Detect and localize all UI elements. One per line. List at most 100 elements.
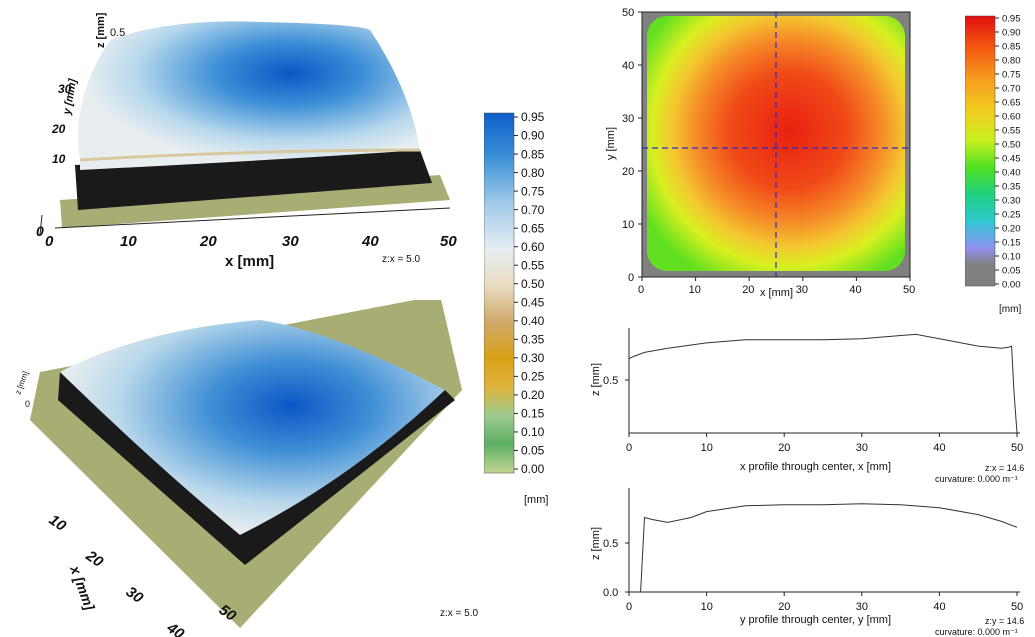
colorbar-tick-label: 0.50 [1002,139,1021,150]
colorbar-tick-label: 0.70 [521,203,545,217]
colorbar-ticks: 0.95 0.90 0.85 0.80 0.75 0.70 0.65 0.60 0.55 0.50… [995,13,1021,290]
x-tick-label: 40 [933,442,945,454]
colorbar-tick-label: 0.45 [521,295,545,309]
x-tick: 30 [123,583,147,607]
colorbar-tick-label: 0.15 [1002,237,1021,248]
x-tick-labels: 0 10 20 30 40 50 [626,592,1023,613]
colorbar-tick-label: 0.30 [1002,195,1021,206]
y-tick-label: 20 [622,166,634,178]
x-tick-label: 50 [1011,442,1023,454]
colorbar-tick-label: 0.75 [521,184,545,198]
x-tick: 40 [361,233,379,250]
colorbar-unit: [mm] [524,494,548,506]
surface-top-face [60,320,445,535]
curvature-note: curvature: 0.000 m⁻¹ [935,627,1018,637]
z-tick: 0 [25,399,30,409]
colorbar-tick-label: 0.60 [1002,111,1021,122]
y-profile-line [640,503,1018,593]
y-tick-label: 10 [622,219,634,231]
scale-note: z:x = 14.6 [985,463,1024,473]
x-axis-label: x profile through center, x [mm] [740,461,891,473]
z-axis-label: z [mm] [13,370,30,396]
x-tick: 30 [282,233,299,250]
x-tick-labels: 0 10 20 30 40 50 [45,233,457,250]
colorbar-tick-label: 0.65 [1002,97,1021,108]
scale-note: z:x = 5.0 [382,254,421,265]
x-tick: 10 [46,511,70,535]
y-tick-label: 40 [622,60,634,72]
colorbar-tick-label: 0.95 [1002,14,1021,24]
colorbar-tick-label: 0.90 [521,129,545,143]
x-tick-label: 0 [626,601,632,613]
z-tick: 0 [36,223,44,239]
x-tick-label: 20 [778,601,790,613]
colorbar-tick-label: 0.20 [1002,223,1021,234]
y-tick-label: 0 [628,272,634,284]
colorbar-unit: [mm] [999,304,1021,314]
colorbar-tick-label: 0.70 [1002,83,1021,94]
x-tick-label: 20 [742,284,754,296]
colorbar-tick-label: 0.50 [521,277,545,291]
colorbar-tick-label: 0.35 [1002,181,1021,192]
colorbar-tick-label: 0.55 [1002,125,1021,136]
colorbar-tick-label: 0.05 [1002,265,1021,276]
colorbar-tick-label: 0.20 [521,388,545,402]
y-tick: 0.5 [603,375,618,387]
x-tick: 40 [163,619,188,637]
colorbar-right: 0.95 0.90 0.85 0.80 0.75 0.70 0.65 0.60 0.55 0.50… [964,13,1035,315]
x-axis-label: x [mm] [67,563,99,614]
colorbar-tick-label: 0.40 [1002,167,1021,178]
y-axis-label: z [mm] [590,527,602,560]
x-tick-labels: 0 10 20 30 40 50 [626,433,1023,454]
x-tick-label: 20 [778,442,790,454]
colorbar-tick-label: 0.10 [521,425,545,439]
z-axis-label: z [mm] [95,12,107,48]
colorbar-tick-label: 0.75 [1002,69,1021,80]
surface-3d-bottom: 10 20 30 40 50 x [mm] z [mm] 0 z:x = 5.0 [13,300,479,637]
heatmap-chart: 0 10 20 30 40 50 0 10 20 30 40 50 x [mm] y [mm] [605,7,915,299]
colorbar-gradient [964,15,996,287]
colorbar-tick-label: 0.65 [521,221,545,235]
y-axis-label: y [mm] [605,127,617,160]
y-tick: 0.0 [603,587,618,599]
y-tick: 10 [52,152,66,166]
colorbar-tick-label: 0.85 [1002,41,1021,52]
x-tick: 0 [45,233,54,250]
colorbar-tick-label: 0.00 [521,462,545,476]
y-tick-label: 50 [622,7,634,19]
colorbar-gradient [483,112,515,474]
colorbar-tick-label: 0.05 [521,444,545,458]
x-axis-label: x [mm] [225,253,274,270]
surface-3d-top: 0 10 20 30 40 50 x [mm] 10 20 30 y [mm] … [36,12,457,270]
colorbar-tick-label: 0.30 [521,351,545,365]
y-tick: 30 [58,82,72,96]
x-tick-label: 10 [689,284,701,296]
colorbar-tick-label: 0.10 [1002,251,1021,262]
colorbar-tick-label: 0.40 [521,314,545,328]
y-tick-labels: 0 10 20 30 40 50 [622,7,642,284]
colorbar-ticks: 0.95 0.90 0.85 0.80 0.75 0.70 0.65 0.60 0.55 0.50… [514,110,545,476]
curvature-note: curvature: 0.000 m⁻¹ [935,474,1018,484]
y-profile-chart: 0.5 0.0 0 10 20 30 40 50 y profile through ce… [590,488,1024,637]
x-tick: 10 [120,233,137,250]
x-tick-label: 40 [849,284,861,296]
x-tick-label: 0 [638,284,644,296]
x-axis-label: y profile through center, y [mm] [740,614,891,626]
colorbar-tick-label: 0.85 [521,147,545,161]
y-tick: 20 [51,122,66,136]
x-tick-label: 40 [933,601,945,613]
colorbar-tick-label: 0.25 [1002,209,1021,220]
colorbar-tick-label: 0.90 [1002,27,1021,38]
x-tick: 50 [440,233,457,250]
x-tick-label: 50 [1011,601,1023,613]
x-tick-labels: 0 10 20 30 40 50 [638,277,915,296]
scale-note: z:y = 14.6 [985,616,1024,626]
z-tick: 0.5 [110,27,125,39]
y-axis-label: z [mm] [590,363,602,396]
colorbar-left: 0.95 0.90 0.85 0.80 0.75 0.70 0.65 0.60 0.55 0.50… [483,110,574,531]
scale-note: z:x = 5.0 [440,608,479,619]
x-axis-label: x [mm] [760,287,793,299]
x-tick-label: 30 [856,601,868,613]
x-profile-line [628,333,1018,434]
y-tick-label: 30 [622,113,634,125]
